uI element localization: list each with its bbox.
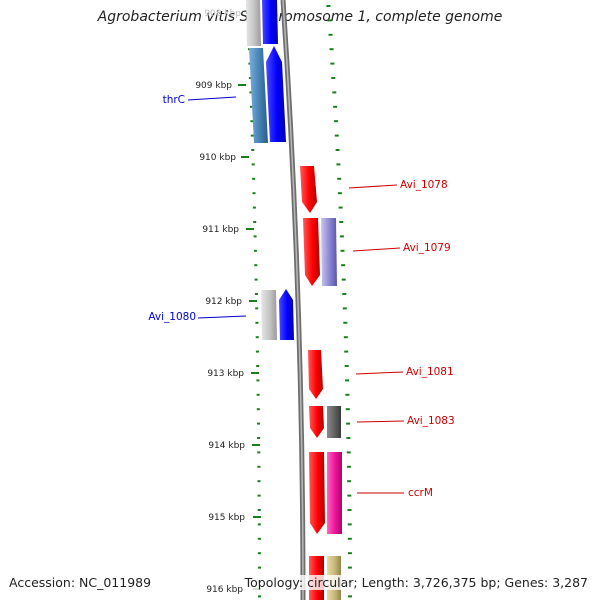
reverse-feature-track — [246, 0, 294, 340]
tick-label: 913 kbp — [207, 369, 244, 379]
tick-909: 909 kbp — [195, 81, 246, 91]
tick-label: 916 kbp — [206, 585, 243, 595]
topology-summary: Topology: circular; Length: 3,726,375 bp… — [242, 575, 590, 590]
tick-910: 910 kbp — [199, 153, 249, 163]
tick-912: 912 kbp — [205, 297, 257, 307]
tick-915: 915 kbp — [208, 513, 261, 523]
pink-block-ccrM — [327, 452, 342, 534]
gene-name: Avi_1081 — [406, 366, 454, 378]
genome-backbone-highlight — [282, 0, 304, 600]
gene-name: ccrM — [408, 487, 433, 499]
gene-name: Avi_1079 — [403, 242, 451, 254]
tick-label: 915 kbp — [208, 513, 245, 523]
cds-Avi_1083[interactable] — [309, 406, 324, 438]
label-thrC[interactable]: thrC — [163, 94, 237, 106]
label-Avi_1080[interactable]: Avi_1080 — [148, 311, 247, 323]
tick-913: 913 kbp — [207, 369, 259, 379]
gene-labels: thrC Avi_1078 Avi_1079 Avi_1080 Avi_1081… — [148, 94, 454, 499]
label-Avi_1078[interactable]: Avi_1078 — [348, 179, 448, 191]
gene-name: Avi_1083 — [407, 415, 455, 427]
gene-name: Avi_1080 — [148, 311, 196, 323]
tick-label: 910 kbp — [199, 153, 236, 163]
tick-914: 914 kbp — [208, 441, 260, 451]
tick-label: 912 kbp — [205, 297, 242, 307]
map-title: Agrobacterium vitis S4 chromosome 1, com… — [97, 9, 503, 25]
gray-block-avi1080 — [261, 290, 277, 340]
dark-block-avi1083 — [327, 406, 341, 438]
label-ccrM[interactable]: ccrM — [357, 487, 433, 499]
cds-thrC[interactable] — [266, 46, 286, 142]
label-Avi_1081[interactable]: Avi_1081 — [355, 366, 454, 378]
accession-label: Accession: NC_011989 — [9, 575, 152, 590]
tick-label: 914 kbp — [208, 441, 245, 451]
kbp-scale: 908 kbp 909 kbp 910 kbp 911 kbp 912 kbp … — [195, 9, 261, 595]
cds-top-reverse — [262, 0, 278, 44]
tick-label: 911 kbp — [202, 225, 239, 235]
label-Avi_1079[interactable]: Avi_1079 — [352, 242, 451, 254]
tick-911: 911 kbp — [202, 225, 254, 235]
steel-block-thrC — [249, 48, 268, 143]
cds-ccrM[interactable] — [309, 452, 325, 534]
purple-block-avi1079 — [321, 218, 337, 286]
forward-feature-track — [300, 166, 342, 600]
tick-label: 909 kbp — [195, 81, 232, 91]
label-Avi_1083[interactable]: Avi_1083 — [356, 415, 455, 427]
outer-tick-ring — [326, 5, 352, 598]
gene-name: thrC — [163, 94, 185, 106]
cds-Avi_1080[interactable] — [279, 289, 294, 340]
cds-Avi_1081[interactable] — [308, 350, 323, 399]
cds-Avi_1079[interactable] — [303, 218, 320, 286]
gray-block-top — [246, 0, 261, 46]
tick-label: 908 kbp — [204, 9, 241, 19]
cds-Avi_1078[interactable] — [300, 166, 317, 213]
gene-name: Avi_1078 — [400, 179, 448, 191]
